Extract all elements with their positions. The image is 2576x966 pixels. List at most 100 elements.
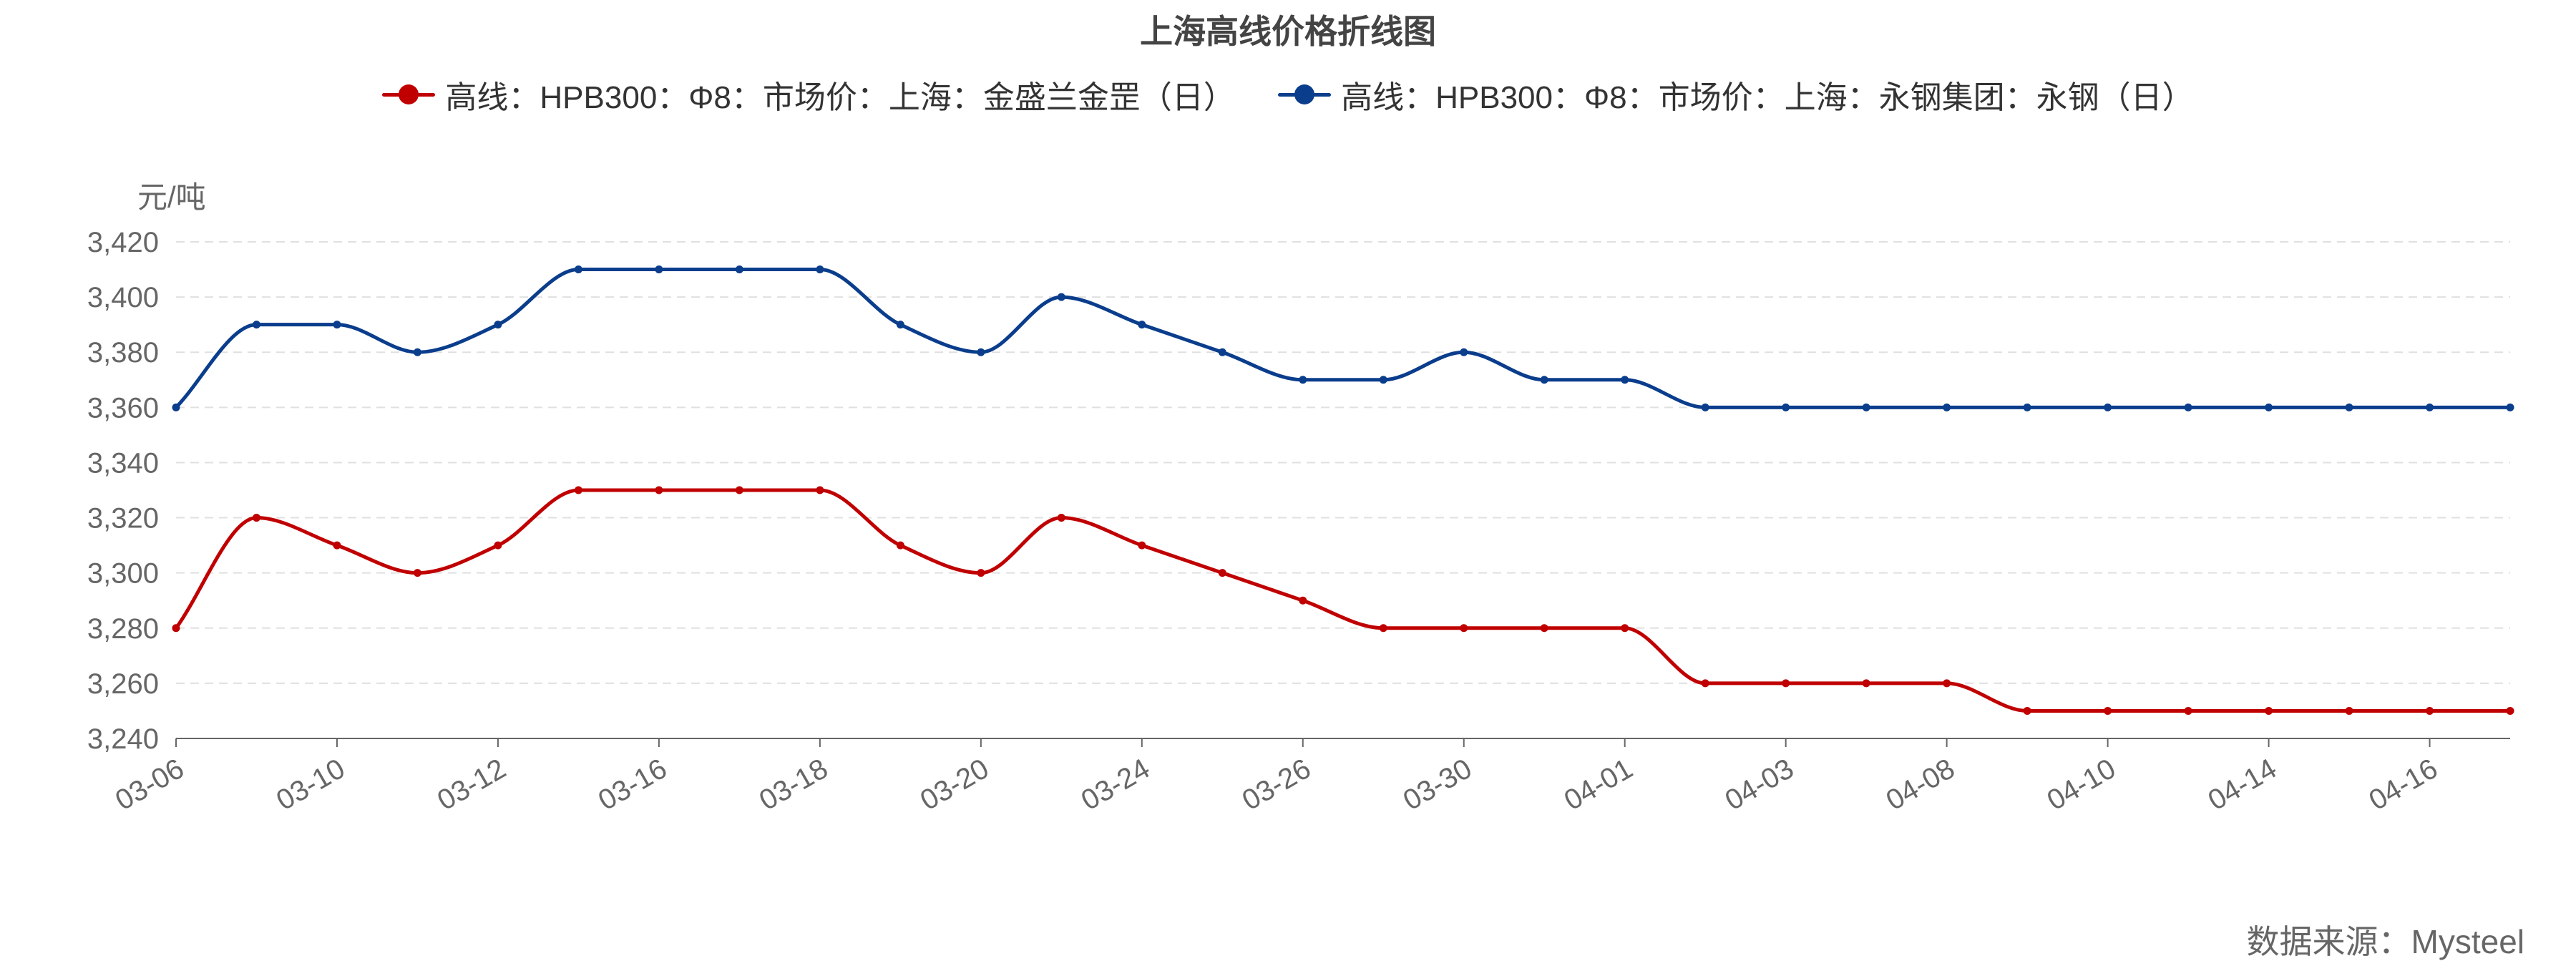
legend-swatch-red-icon xyxy=(382,84,436,104)
data-point xyxy=(977,348,985,356)
data-point xyxy=(1218,569,1226,577)
y-tick-label: 3,280 xyxy=(87,613,159,645)
legend-label: 高线：HPB300：Φ8：市场价：上海：永钢集团：永钢（日） xyxy=(1341,80,2194,115)
x-axis-ticks: 03-06 03-10 03-12 03-16 03-18 03-20 03-24 03-26… xyxy=(110,738,2443,816)
x-tick-label: 04-10 xyxy=(2041,753,2121,816)
y-tick-label: 3,260 xyxy=(87,668,159,700)
data-point xyxy=(1460,624,1468,633)
data-point xyxy=(1218,348,1226,356)
x-tick-label: 03-18 xyxy=(754,753,834,816)
data-point xyxy=(252,514,260,522)
data-point xyxy=(494,541,502,550)
data-point xyxy=(1299,376,1307,384)
y-tick-label: 3,380 xyxy=(87,337,159,369)
data-point xyxy=(172,624,180,633)
data-point xyxy=(1138,321,1146,329)
x-tick-label: 03-24 xyxy=(1076,753,1156,816)
series-line xyxy=(175,268,2510,409)
data-point xyxy=(2506,706,2514,715)
data-point xyxy=(494,321,502,329)
data-point xyxy=(2506,403,2514,411)
data-point xyxy=(2345,403,2353,411)
data-point xyxy=(2265,706,2273,715)
data-point xyxy=(816,265,824,274)
x-tick-label: 04-08 xyxy=(1881,753,1961,816)
y-tick-label: 3,360 xyxy=(87,392,159,424)
grid-lines xyxy=(176,241,2510,684)
y-tick-label: 3,320 xyxy=(87,503,159,535)
x-tick-label: 04-03 xyxy=(1720,753,1800,816)
data-point xyxy=(735,265,743,274)
data-point xyxy=(1379,624,1387,633)
data-point xyxy=(735,486,743,494)
data-point xyxy=(413,348,421,356)
x-tick-label: 04-14 xyxy=(2202,753,2282,816)
legend-item-yonggang[interactable]: 高线：HPB300：Φ8：市场价：上海：永钢集团：永钢（日） xyxy=(1278,72,2194,117)
series-lines xyxy=(172,265,2514,715)
x-tick-label: 03-26 xyxy=(1237,753,1317,816)
y-tick-label: 3,300 xyxy=(87,558,159,590)
data-point xyxy=(574,486,582,494)
data-point xyxy=(2426,706,2434,715)
data-point xyxy=(1299,596,1307,605)
data-point xyxy=(1782,679,1790,688)
x-tick-label: 03-20 xyxy=(915,753,995,816)
legend-item-jinshenglan[interactable]: 高线：HPB300：Φ8：市场价：上海：金盛兰金罡（日） xyxy=(382,72,1235,117)
data-point xyxy=(1943,679,1951,688)
data-point xyxy=(1460,348,1468,356)
data-point xyxy=(333,541,341,550)
legend-swatch-blue-icon xyxy=(1278,84,1332,104)
data-point xyxy=(2023,706,2031,715)
data-point xyxy=(977,569,985,577)
data-point xyxy=(1701,679,1709,688)
data-point xyxy=(896,321,904,329)
data-point xyxy=(1621,376,1629,384)
data-point xyxy=(2184,403,2192,411)
data-point xyxy=(1540,624,1548,633)
data-point xyxy=(2184,706,2192,715)
data-point xyxy=(1057,514,1065,522)
data-point xyxy=(1057,293,1065,301)
data-point xyxy=(574,265,582,274)
chart-legend: 高线：HPB300：Φ8：市场价：上海：金盛兰金罡（日） 高线：HPB300：Φ… xyxy=(0,72,2576,117)
data-point xyxy=(1862,679,1870,688)
data-point xyxy=(2104,706,2112,715)
data-point xyxy=(2345,706,2353,715)
chart-title: 上海高线价格折线图 xyxy=(1140,13,1436,50)
data-point xyxy=(1862,403,1870,411)
y-tick-label: 3,240 xyxy=(87,723,159,755)
series-line xyxy=(174,488,2510,713)
data-point xyxy=(896,541,904,550)
x-tick-label: 04-16 xyxy=(2363,753,2443,816)
data-point xyxy=(1701,403,1709,411)
y-tick-label: 3,340 xyxy=(87,447,159,479)
data-point xyxy=(1943,403,1951,411)
data-point xyxy=(2023,403,2031,411)
data-point xyxy=(1379,376,1387,384)
data-point xyxy=(252,321,260,329)
data-point xyxy=(2426,403,2434,411)
series-1 xyxy=(172,265,2514,411)
x-tick-label: 03-30 xyxy=(1398,753,1478,816)
y-tick-label: 3,420 xyxy=(87,227,159,258)
data-point xyxy=(1138,541,1146,550)
x-tick-label: 03-10 xyxy=(271,753,351,816)
data-source: 数据来源：Mysteel xyxy=(2246,923,2524,960)
y-axis-unit: 元/吨 xyxy=(137,180,206,214)
series-0 xyxy=(172,486,2514,715)
data-point xyxy=(413,569,421,577)
data-point xyxy=(655,265,663,274)
legend-label: 高线：HPB300：Φ8：市场价：上海：金盛兰金罡（日） xyxy=(445,80,1235,115)
y-tick-label: 3,400 xyxy=(87,282,159,313)
data-point xyxy=(1540,376,1548,384)
x-tick-label: 04-01 xyxy=(1559,753,1639,816)
data-point xyxy=(172,403,180,411)
x-tick-label: 03-12 xyxy=(432,753,512,816)
data-point xyxy=(2265,403,2273,411)
x-tick-label: 03-16 xyxy=(593,753,673,816)
x-tick-label: 03-06 xyxy=(110,753,190,816)
data-point xyxy=(1782,403,1790,411)
data-point xyxy=(816,486,824,494)
data-point xyxy=(1621,624,1629,633)
